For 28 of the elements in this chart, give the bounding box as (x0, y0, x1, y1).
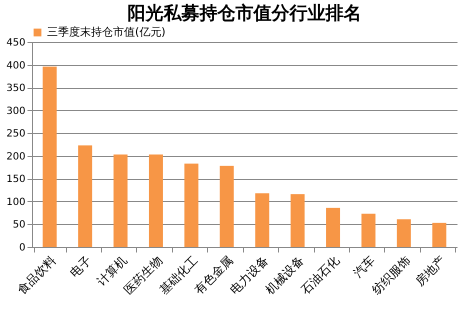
y-tick-label: 400 (6, 60, 26, 72)
x-tick-label: 食品饮料 (14, 253, 59, 297)
bar (114, 154, 128, 247)
bar (78, 145, 92, 247)
bar (255, 193, 270, 247)
bar (326, 208, 340, 247)
y-tick-label: 0 (19, 242, 26, 254)
x-tick-label: 汽车 (350, 253, 378, 280)
bar (396, 219, 411, 247)
x-tick-label: 房地产 (412, 253, 448, 288)
y-tick-label: 100 (6, 196, 26, 208)
y-tick-label: 350 (6, 83, 26, 94)
chart-title: 阳光私募持仓市值分行业排名 (128, 3, 362, 24)
y-tick-label: 150 (6, 174, 26, 186)
bar (42, 66, 57, 247)
legend-label: 三季度末持仓市值(亿元) (47, 26, 166, 38)
bar (290, 194, 305, 247)
y-tick-label: 450 (6, 38, 26, 48)
y-tick-label: 300 (6, 106, 26, 117)
y-tick-label: 250 (6, 128, 26, 140)
bar (148, 154, 163, 247)
bar (220, 166, 234, 247)
y-tick-label: 50 (12, 220, 26, 231)
bar (184, 164, 198, 247)
bar (432, 222, 446, 247)
x-tick-label: 电子 (67, 253, 94, 280)
bar (361, 214, 376, 247)
y-tick-label: 200 (6, 151, 26, 162)
